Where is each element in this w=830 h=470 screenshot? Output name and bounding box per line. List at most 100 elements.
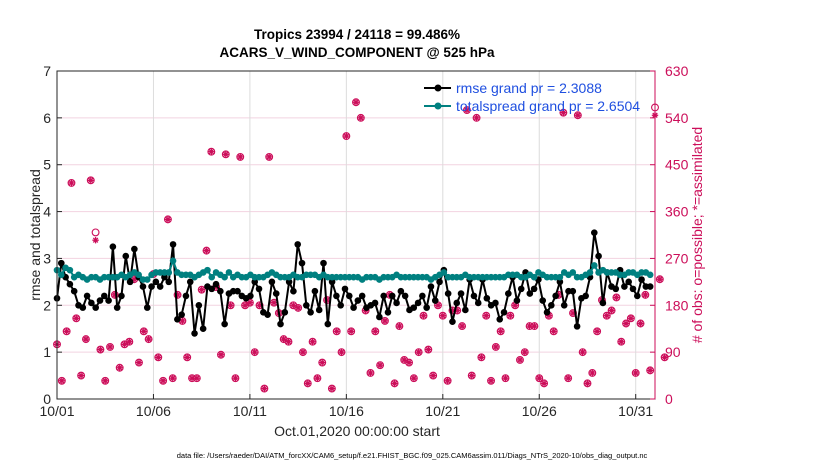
series-point-rmse — [595, 252, 602, 260]
obs-assimilated-stroke — [584, 380, 591, 387]
obs-point — [646, 366, 655, 375]
obs-assimilated-stroke — [604, 312, 610, 319]
series-point-rmse — [638, 276, 645, 283]
y-right-tick-label: 450 — [665, 157, 689, 173]
series-point-rmse — [191, 330, 198, 337]
obs-point — [217, 350, 225, 359]
obs-assimilated-stroke — [546, 312, 552, 319]
obs-point — [115, 363, 124, 372]
obs-point — [395, 322, 404, 331]
x-tick-label: 10/26 — [522, 403, 557, 419]
obs-assimilated-stroke — [464, 107, 470, 113]
obs-assimilated-stroke — [266, 154, 272, 160]
series-point-totalspread — [440, 269, 448, 276]
obs-possible-marker — [612, 293, 621, 302]
obs-point — [400, 356, 409, 364]
obs-possible-marker — [168, 374, 177, 383]
series-point-totalspread — [225, 269, 233, 276]
obs-possible-marker — [573, 111, 582, 120]
series-point-totalspread — [221, 273, 228, 281]
series-point-rmse — [315, 306, 323, 314]
obs-point — [622, 319, 631, 328]
obs-assimilated-stroke — [628, 315, 634, 322]
obs-point — [144, 335, 153, 344]
obs-point — [607, 306, 616, 315]
obs-assimilated-stroke — [295, 305, 301, 311]
obs-assimilated-stroke — [382, 318, 388, 324]
obs-assimilated-stroke — [497, 328, 504, 335]
obs-assimilated-stroke — [237, 154, 243, 160]
obs-possible-marker — [516, 356, 524, 364]
series-point-rmse — [139, 283, 147, 290]
chart-subtitle: ACARS_V_WIND_COMPONENT @ 525 hPa — [220, 45, 495, 60]
series-point-rmse — [582, 292, 590, 300]
obs-point — [135, 358, 143, 367]
obs-assimilated-stroke — [459, 323, 465, 329]
obs-possible-marker — [173, 290, 182, 299]
obs-assimilated-stroke — [353, 99, 359, 105]
y-axis-ticks: 0 1 2 3 4 5 6 7 — [43, 63, 62, 407]
obs-possible-marker — [231, 374, 240, 383]
series-point-rmse — [199, 325, 207, 333]
series-point-rmse — [303, 301, 310, 309]
series-point-rmse — [350, 304, 357, 311]
series-point-rmse — [384, 309, 392, 316]
obs-possible-marker — [313, 374, 322, 383]
obs-assimilated-stroke — [473, 115, 480, 121]
obs-assimilated-stroke — [348, 328, 354, 335]
obs-point — [81, 335, 90, 344]
series-point-rmse — [79, 304, 87, 311]
x-axis-label: Oct.01,2020 00:00:00 start — [274, 423, 440, 439]
obs-point — [347, 327, 356, 336]
y-tick-label: 1 — [43, 344, 51, 360]
series-point-rmse — [96, 297, 104, 304]
obs-assimilated-stroke — [536, 375, 542, 381]
series-point-rmse — [268, 278, 276, 286]
series-point-rmse — [290, 287, 297, 295]
legend: rmse grand pr = 2.3088 totalspread grand… — [424, 80, 640, 114]
obs-possible-marker — [115, 363, 124, 372]
obs-assimilated-stroke — [198, 286, 205, 293]
obs-possible-marker — [347, 327, 356, 336]
obs-point — [77, 371, 86, 380]
obs-point — [390, 379, 399, 388]
obs-assimilated-stroke — [290, 302, 297, 309]
series-point-rmse — [470, 292, 478, 300]
obs-assimilated-stroke — [531, 323, 538, 329]
series-point-rmse — [105, 297, 112, 304]
series-point-rmse — [354, 297, 362, 304]
obs-assimilated-stroke — [502, 375, 509, 381]
obs-point — [477, 353, 486, 362]
series-point-rmse — [397, 287, 405, 295]
series-point-rmse — [311, 287, 319, 295]
series-point-rmse — [380, 292, 387, 300]
obs-assimilated-stroke — [141, 328, 147, 335]
obs-point — [86, 176, 95, 185]
obs-assimilated-stroke — [83, 336, 89, 342]
obs-possible-marker — [110, 290, 119, 299]
obs-possible-marker — [646, 366, 655, 375]
obs-assimilated-stroke — [329, 385, 335, 392]
obs-point — [207, 147, 216, 156]
obs-assimilated-stroke — [179, 318, 186, 324]
obs-possible-marker — [390, 379, 399, 388]
obs-assimilated-stroke — [116, 365, 123, 371]
obs-point — [289, 301, 298, 310]
obs-point — [520, 348, 529, 357]
y-tick-label: 2 — [43, 297, 51, 313]
obs-point — [626, 314, 635, 323]
series-point-rmse — [118, 292, 125, 300]
series-point-rmse — [496, 316, 504, 323]
obs-possible-marker — [549, 327, 558, 336]
obs-possible-marker — [279, 335, 288, 344]
obs-possible-marker — [217, 350, 225, 359]
series-point-rmse — [388, 292, 396, 300]
obs-possible-marker — [91, 228, 100, 237]
obs-possible-marker — [299, 348, 307, 357]
series-point-rmse — [505, 290, 512, 297]
obs-possible-marker — [250, 348, 259, 357]
series-point-rmse — [414, 299, 422, 307]
obs-possible-marker — [308, 337, 317, 346]
obs-assimilated-stroke — [285, 339, 292, 345]
obs-assimilated-stroke — [247, 299, 253, 306]
